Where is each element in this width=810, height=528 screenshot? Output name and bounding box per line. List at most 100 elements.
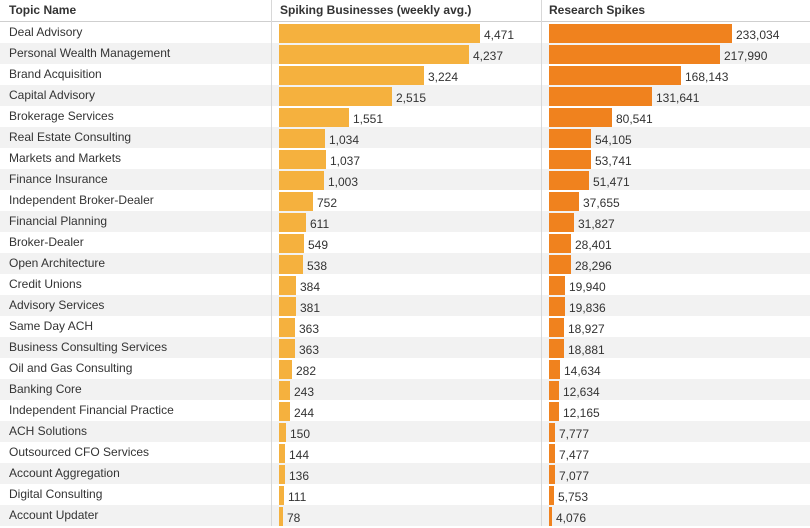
table-row: Credit Unions 384 19,940 bbox=[0, 274, 810, 295]
research-value-label: 53,741 bbox=[595, 154, 632, 168]
topic-name: Independent Broker-Dealer bbox=[9, 193, 154, 207]
businesses-value-label: 111 bbox=[288, 490, 307, 504]
topic-name: Financial Planning bbox=[9, 214, 108, 228]
topic-name: Real Estate Consulting bbox=[9, 130, 132, 144]
table-row: Business Consulting Services 363 18,881 bbox=[0, 337, 810, 358]
research-value-label: 51,471 bbox=[593, 175, 630, 189]
businesses-value-label: 384 bbox=[300, 280, 321, 294]
businesses-bar bbox=[279, 255, 303, 274]
research-value-label: 12,165 bbox=[563, 406, 600, 420]
topic-name: Brokerage Services bbox=[9, 109, 114, 123]
table-row: Account Aggregation 136 7,077 bbox=[0, 463, 810, 484]
table-row: Advisory Services 381 19,836 bbox=[0, 295, 810, 316]
businesses-value-label: 381 bbox=[300, 301, 321, 315]
businesses-value-label: 2,515 bbox=[396, 91, 427, 105]
research-bar bbox=[549, 318, 564, 337]
businesses-value-label: 282 bbox=[296, 364, 317, 378]
research-value-label: 168,143 bbox=[685, 70, 729, 84]
topic-name: Independent Financial Practice bbox=[9, 403, 174, 417]
businesses-bar bbox=[279, 486, 284, 505]
table-row: Real Estate Consulting 1,034 54,105 bbox=[0, 127, 810, 148]
businesses-bar bbox=[279, 360, 292, 379]
topic-name: Capital Advisory bbox=[9, 88, 96, 102]
businesses-bar bbox=[279, 192, 313, 211]
research-value-label: 37,655 bbox=[583, 196, 620, 210]
research-bar bbox=[549, 171, 589, 190]
businesses-value-label: 363 bbox=[299, 322, 320, 336]
research-bar bbox=[549, 87, 652, 106]
businesses-bar bbox=[279, 150, 326, 169]
table-row: Open Architecture 538 28,296 bbox=[0, 253, 810, 274]
column-separator-2 bbox=[541, 0, 542, 526]
research-value-label: 7,477 bbox=[559, 448, 590, 462]
research-bar bbox=[549, 255, 571, 274]
businesses-bar bbox=[279, 339, 295, 358]
research-value-label: 14,634 bbox=[564, 364, 601, 378]
table-row: Outsourced CFO Services 144 7,477 bbox=[0, 442, 810, 463]
topic-name: Personal Wealth Management bbox=[9, 46, 171, 60]
research-value-label: 7,777 bbox=[559, 427, 590, 441]
research-value-label: 19,940 bbox=[569, 280, 606, 294]
research-bar bbox=[549, 276, 565, 295]
businesses-bar bbox=[279, 129, 325, 148]
businesses-value-label: 611 bbox=[310, 217, 330, 231]
topic-name: Credit Unions bbox=[9, 277, 82, 291]
topic-name: Digital Consulting bbox=[9, 487, 103, 501]
businesses-bar bbox=[279, 213, 306, 232]
topic-name: Same Day ACH bbox=[9, 319, 94, 333]
research-value-label: 28,296 bbox=[575, 259, 612, 273]
businesses-bar bbox=[279, 402, 290, 421]
topic-name: Broker-Dealer bbox=[9, 235, 84, 249]
table-row: Personal Wealth Management 4,237 217,990 bbox=[0, 43, 810, 64]
table-row: Oil and Gas Consulting 282 14,634 bbox=[0, 358, 810, 379]
research-bar bbox=[549, 213, 574, 232]
column-separator-1 bbox=[271, 0, 272, 526]
topic-name: Markets and Markets bbox=[9, 151, 122, 165]
research-bar bbox=[549, 339, 564, 358]
research-bar bbox=[549, 66, 681, 85]
research-bar bbox=[549, 381, 559, 400]
businesses-value-label: 1,551 bbox=[353, 112, 384, 126]
businesses-bar bbox=[279, 234, 304, 253]
research-bar bbox=[549, 234, 571, 253]
topic-name: Deal Advisory bbox=[9, 25, 83, 39]
businesses-value-label: 1,003 bbox=[328, 175, 359, 189]
research-value-label: 4,076 bbox=[556, 511, 587, 525]
businesses-bar bbox=[279, 45, 469, 64]
research-bar bbox=[549, 24, 732, 43]
businesses-value-label: 1,034 bbox=[329, 133, 360, 147]
table-row: Markets and Markets 1,037 53,741 bbox=[0, 148, 810, 169]
table-row: Capital Advisory 2,515 131,641 bbox=[0, 85, 810, 106]
businesses-value-label: 538 bbox=[307, 259, 328, 273]
research-value-label: 31,827 bbox=[578, 217, 615, 231]
table-row: Brand Acquisition 3,224 168,143 bbox=[0, 64, 810, 85]
table-row: Digital Consulting 111 5,753 bbox=[0, 484, 810, 505]
table-row: Same Day ACH 363 18,927 bbox=[0, 316, 810, 337]
topic-name: Oil and Gas Consulting bbox=[9, 361, 133, 375]
research-value-label: 19,836 bbox=[569, 301, 606, 315]
table-row: Deal Advisory 4,471 233,034 bbox=[0, 22, 810, 43]
research-value-label: 5,753 bbox=[558, 490, 589, 504]
table-row: Broker-Dealer 549 28,401 bbox=[0, 232, 810, 253]
businesses-bar bbox=[279, 318, 295, 337]
businesses-value-label: 243 bbox=[294, 385, 315, 399]
businesses-value-label: 136 bbox=[289, 469, 310, 483]
research-value-label: 7,077 bbox=[559, 469, 590, 483]
table-row: Financial Planning 611 31,827 bbox=[0, 211, 810, 232]
research-value-label: 28,401 bbox=[575, 238, 612, 252]
table-row: Account Updater 78 4,076 bbox=[0, 505, 810, 526]
research-bar bbox=[549, 297, 565, 316]
businesses-value-label: 3,224 bbox=[428, 70, 459, 84]
research-value-label: 18,881 bbox=[568, 343, 605, 357]
topic-name: Brand Acquisition bbox=[9, 67, 102, 81]
table-row: Brokerage Services 1,551 80,541 bbox=[0, 106, 810, 127]
header-divider bbox=[0, 21, 810, 22]
businesses-value-label: 363 bbox=[299, 343, 320, 357]
businesses-bar bbox=[279, 276, 296, 295]
businesses-bar bbox=[279, 423, 286, 442]
research-bar bbox=[549, 423, 555, 442]
research-bar bbox=[549, 108, 612, 127]
businesses-bar bbox=[279, 87, 392, 106]
research-bar bbox=[549, 465, 555, 484]
research-bar bbox=[549, 486, 554, 505]
